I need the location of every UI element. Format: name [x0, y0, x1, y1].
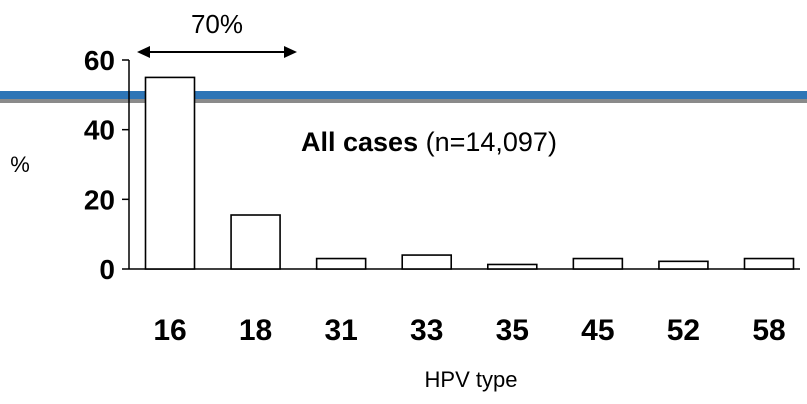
bars — [144, 76, 795, 270]
bar-hpv-31 — [315, 257, 367, 270]
bar-hpv-58 — [743, 257, 795, 270]
band-line — [0, 91, 807, 99]
double-arrow — [137, 46, 297, 58]
x-tick-label-45: 45 — [581, 314, 614, 347]
y-tick-label: 0 — [99, 254, 115, 285]
cases-annotation: All cases (n=14,097) — [301, 127, 557, 157]
y-axis-label: % — [10, 152, 30, 177]
y-tick-label: 20 — [84, 184, 115, 215]
bar-hpv-45 — [572, 257, 624, 270]
bar-hpv-52 — [658, 260, 709, 270]
cases-annotation-count: (n=14,097) — [418, 127, 557, 157]
x-tick-label-58: 58 — [752, 314, 785, 347]
x-tick-label-31: 31 — [324, 314, 357, 347]
y-ticks: 0 20 40 60 — [84, 45, 129, 285]
x-tick-label-18: 18 — [239, 314, 272, 347]
x-axis-label: HPV type — [425, 367, 518, 392]
span-label: 70% — [191, 9, 243, 39]
bar-hpv-33 — [401, 254, 453, 270]
x-tick-label-33: 33 — [410, 314, 443, 347]
bar-hpv-16 — [144, 76, 196, 270]
y-tick-label: 60 — [84, 45, 115, 76]
x-tick-label-52: 52 — [667, 314, 700, 347]
x-tick-label-35: 35 — [496, 314, 529, 347]
y-tick-label: 40 — [84, 115, 115, 146]
band-shadow-line — [0, 97, 807, 103]
x-tick-labels: 16 18 31 33 35 45 52 58 — [153, 314, 785, 347]
x-tick-label-16: 16 — [153, 314, 186, 347]
bar-hpv-18 — [230, 214, 281, 270]
bar-hpv-35 — [486, 263, 538, 270]
cases-annotation-bold: All cases — [301, 127, 418, 157]
